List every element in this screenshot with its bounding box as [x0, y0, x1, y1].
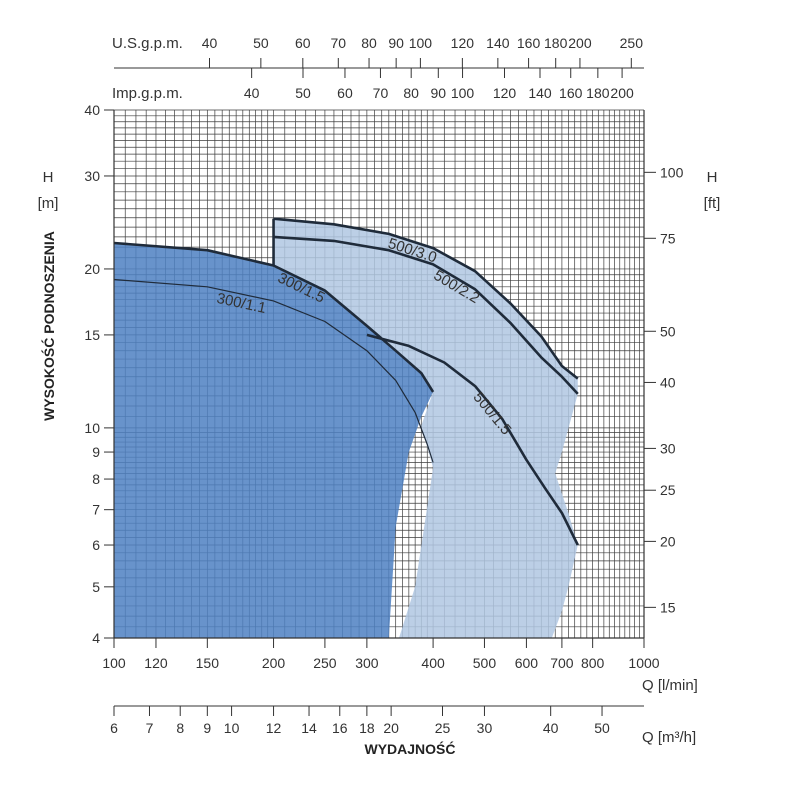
x-tick-label-m3h: 14 — [301, 720, 317, 736]
x-axis-lpm-ticks: 100 120 150 200 250 300 400 500 600 700 800 1000 — [102, 638, 660, 671]
x-tick-label-m3h: 12 — [266, 720, 282, 736]
y-tick-label-m: 5 — [92, 579, 100, 595]
usgpm-axis-label: U.S.g.p.m. — [112, 35, 183, 52]
y-axis-m-letter: H — [43, 169, 54, 186]
y-axis-ft-letter: H — [707, 169, 718, 186]
y-axis-m-unit: [m] — [38, 195, 59, 212]
curve-300-1-5 — [113, 241, 435, 393]
curve-500-2-2 — [273, 235, 579, 395]
x-tick-label-m3h: 25 — [435, 720, 451, 736]
curve-300-1-1 — [113, 278, 434, 463]
x-axis-title: WYDAJNOŚĆ — [364, 740, 455, 757]
x-tick-label-m3h: 40 — [543, 720, 559, 736]
x-tick-label-lpm: 250 — [313, 655, 337, 671]
x-axis-lpm-label: Q [l/min] — [642, 677, 698, 694]
y-tick-label-m: 6 — [92, 537, 100, 553]
y-tick-label-ft: 30 — [660, 440, 676, 456]
y-axis-m-title: WYSOKOŚĆ PODNOSZENIA — [40, 231, 57, 421]
y-axis-ft-ticks: 15 20 25 30 40 50 75 100 — [644, 164, 684, 615]
y-tick-label-m: 30 — [84, 168, 100, 184]
y-tick-label-m: 7 — [92, 502, 100, 518]
y-tick-label-ft: 15 — [660, 599, 676, 615]
x-tick-label-usgpm: 160 — [517, 35, 541, 51]
curve-500-1-5 — [366, 333, 579, 546]
x-tick-label-impgpm: 80 — [403, 85, 419, 101]
x-tick-label-m3h: 9 — [203, 720, 211, 736]
x-tick-label-m3h: 30 — [477, 720, 493, 736]
x-tick-label-lpm: 120 — [144, 655, 168, 671]
x-tick-label-lpm: 150 — [196, 655, 220, 671]
x-tick-label-impgpm: 200 — [610, 85, 634, 101]
y-tick-label-ft: 25 — [660, 482, 676, 498]
x-tick-label-impgpm: 120 — [493, 85, 517, 101]
y-tick-label-m: 4 — [92, 630, 100, 646]
x-tick-label-usgpm: 250 — [620, 35, 644, 51]
x-tick-label-lpm: 1000 — [628, 655, 659, 671]
x-tick-label-usgpm: 90 — [388, 35, 404, 51]
x-tick-label-m3h: 10 — [224, 720, 240, 736]
x-tick-label-m3h: 6 — [110, 720, 118, 736]
x-tick-label-impgpm: 40 — [244, 85, 260, 101]
x-tick-label-usgpm: 200 — [568, 35, 592, 51]
x-tick-label-lpm: 700 — [550, 655, 574, 671]
y-tick-label-m: 40 — [84, 102, 100, 118]
x-tick-label-impgpm: 140 — [528, 85, 552, 101]
impgpm-axis-label: Imp.g.p.m. — [112, 85, 183, 102]
x-tick-label-m3h: 16 — [332, 720, 348, 736]
x-tick-label-lpm: 100 — [102, 655, 126, 671]
x-tick-label-impgpm: 90 — [431, 85, 447, 101]
x-tick-label-usgpm: 70 — [331, 35, 347, 51]
x-tick-label-impgpm: 180 — [586, 85, 610, 101]
x-tick-label-usgpm: 120 — [451, 35, 475, 51]
x-tick-label-impgpm: 50 — [295, 85, 311, 101]
x-tick-label-lpm: 600 — [515, 655, 539, 671]
x-tick-label-usgpm: 100 — [409, 35, 433, 51]
y-tick-label-ft: 20 — [660, 533, 676, 549]
x-tick-label-impgpm: 60 — [337, 85, 353, 101]
x-axis-m3h-label: Q [m³/h] — [642, 729, 696, 746]
y-tick-label-m: 15 — [84, 327, 100, 343]
x-tick-label-lpm: 500 — [473, 655, 497, 671]
y-tick-label-ft: 40 — [660, 374, 676, 390]
y-axis-m-ticks: 4 5 6 7 8 9 10 15 20 30 40 — [84, 102, 114, 646]
x-tick-label-lpm: 200 — [262, 655, 286, 671]
y-tick-label-m: 20 — [84, 261, 100, 277]
y-tick-label-ft: 50 — [660, 323, 676, 339]
x-tick-label-m3h: 7 — [146, 720, 154, 736]
plot-frame — [113, 110, 645, 639]
y-axis-ft-unit: [ft] — [704, 195, 721, 212]
x-axis-m3h: 6 7 8 9 10 12 14 16 18 20 25 30 40 50 — [110, 705, 644, 736]
x-tick-label-usgpm: 50 — [253, 35, 269, 51]
x-tick-label-impgpm: 100 — [451, 85, 475, 101]
x-tick-label-m3h: 8 — [176, 720, 184, 736]
y-tick-label-m: 8 — [92, 471, 100, 487]
pump-curves — [113, 217, 579, 546]
x-tick-label-usgpm: 180 — [544, 35, 568, 51]
y-tick-label-ft: 100 — [660, 164, 684, 180]
x-tick-label-usgpm: 60 — [295, 35, 311, 51]
x-tick-label-impgpm: 70 — [373, 85, 389, 101]
y-tick-label-m: 10 — [84, 420, 100, 436]
y-tick-label-ft: 75 — [660, 230, 676, 246]
x-tick-label-lpm: 800 — [581, 655, 605, 671]
x-tick-label-lpm: 400 — [421, 655, 445, 671]
curve-500-3-0 — [273, 217, 579, 380]
region-500 — [273, 218, 578, 638]
x-tick-label-m3h: 18 — [359, 720, 375, 736]
x-tick-label-m3h: 20 — [383, 720, 399, 736]
x-tick-label-impgpm: 160 — [559, 85, 583, 101]
y-tick-label-m: 9 — [92, 444, 100, 460]
x-tick-label-usgpm: 40 — [202, 35, 218, 51]
x-tick-label-usgpm: 140 — [486, 35, 510, 51]
x-tick-label-lpm: 300 — [355, 655, 379, 671]
x-tick-label-usgpm: 80 — [361, 35, 377, 51]
x-tick-label-m3h: 50 — [594, 720, 610, 736]
